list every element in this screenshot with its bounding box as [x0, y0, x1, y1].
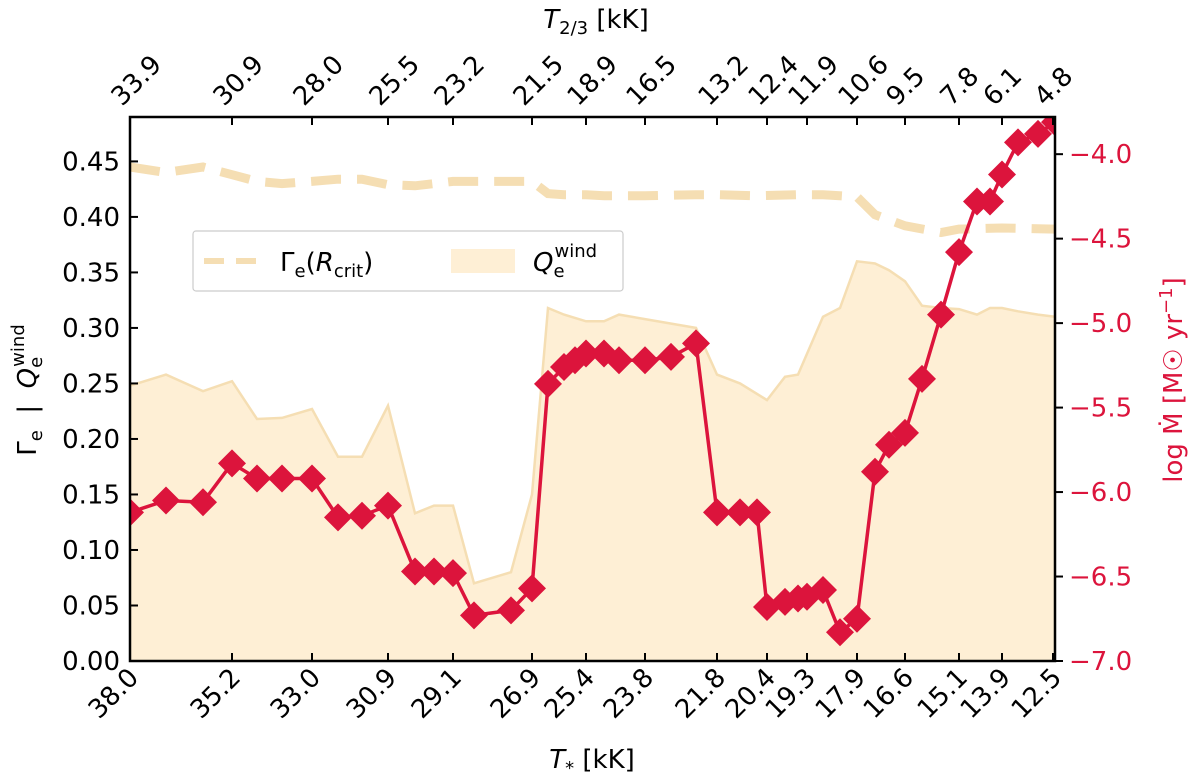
- bottom-axis-title: T* [kK]: [549, 745, 635, 779]
- left-tick-label: 0.10: [62, 536, 120, 566]
- mdot-diamond-marker: [743, 498, 771, 527]
- mdot-diamond-marker: [218, 449, 246, 478]
- bottom-tick-label: 23.8: [598, 663, 660, 725]
- mdot-diamond-marker: [348, 501, 376, 530]
- top-tick-label: 6.1: [978, 61, 1028, 111]
- mdot-diamond-marker: [518, 574, 546, 603]
- mdot-diamond-marker: [605, 346, 633, 375]
- mdot-diamond-marker: [534, 369, 562, 398]
- legend-label-qwind: Qewind: [533, 241, 597, 282]
- bottom-tick-label: 13.9: [955, 663, 1017, 725]
- mdot-diamond-marker: [891, 418, 919, 447]
- legend-label-gamma: Γe(Rcrit): [280, 248, 373, 282]
- qwind-fill: [130, 261, 1055, 661]
- mdot-diamond-marker: [298, 464, 326, 493]
- top-tick-label: 18.9: [562, 50, 624, 112]
- left-tick-label: 0.25: [62, 369, 120, 399]
- left-tick-label: 0.05: [62, 591, 120, 621]
- mdot-diamond-marker: [927, 300, 955, 329]
- top-tick-label: 25.5: [364, 50, 426, 112]
- mdot-diamond-marker: [631, 346, 659, 375]
- mdot-diamond-marker: [809, 576, 837, 605]
- bottom-tick-label: 12.5: [1006, 663, 1068, 725]
- mdot-diamond-marker: [152, 486, 180, 515]
- plot-frame: [128, 115, 1057, 663]
- left-tick-label: 0.00: [62, 647, 120, 677]
- legend: Γe(Rcrit) Qewind: [192, 230, 624, 292]
- mdot-diamond-marker: [1024, 119, 1052, 148]
- mdot-diamond-marker: [439, 559, 467, 588]
- mdot-diamond-marker: [861, 457, 889, 486]
- mass-loss-line: [130, 117, 1055, 647]
- mdot-diamond-marker: [1041, 117, 1055, 137]
- mdot-diamond-marker: [703, 498, 731, 527]
- right-tick-label: −5.0: [1069, 309, 1132, 339]
- top-tick-label: 21.5: [508, 50, 570, 112]
- left-tick-label: 0.35: [62, 258, 120, 288]
- mdot-diamond-marker: [420, 557, 448, 586]
- top-tick-label: 13.2: [693, 50, 755, 112]
- bottom-tick-label: 33.0: [265, 663, 327, 725]
- top-tick-label: 30.9: [208, 50, 270, 112]
- top-tick-label: 10.6: [833, 50, 895, 112]
- mdot-diamond-marker: [826, 618, 854, 647]
- mdot-diamond-marker: [324, 503, 352, 532]
- bottom-tick-label: 26.9: [485, 663, 547, 725]
- mdot-diamond-marker: [460, 601, 488, 630]
- gamma-rcrit-dashed-line: [129, 162, 1056, 238]
- legend-fill-swatch: [451, 249, 515, 273]
- top-tick-label: 33.9: [106, 50, 168, 112]
- right-y-axis: −4.0 −4.5 −5.0 −5.5 −6.0 −6.5 −7.0: [1055, 140, 1132, 677]
- right-tick-label: −6.5: [1069, 563, 1132, 593]
- mdot-diamond-marker: [1004, 128, 1032, 157]
- bottom-tick-label: 25.4: [539, 663, 601, 725]
- left-tick-label: 0.40: [62, 203, 120, 233]
- mdot-diamond-marker: [374, 491, 402, 520]
- left-tick-label: 0.30: [62, 314, 120, 344]
- top-axis-title: T2/3 [kK]: [543, 5, 649, 39]
- left-tick-label: 0.20: [62, 425, 120, 455]
- right-tick-label: −5.5: [1069, 394, 1132, 424]
- right-tick-label: −4.5: [1069, 225, 1132, 255]
- mdot-diamond-marker: [657, 342, 685, 371]
- mdot-diamond-marker: [726, 498, 754, 527]
- bottom-x-axis: 38.0 35.2 33.0 30.9 29.1 26.925.423.8 21.820.4…: [83, 653, 1068, 725]
- top-x-axis: 33.9 30.9 28.0 25.5 23.2 21.518.916.5 13.212.4…: [106, 50, 1079, 125]
- left-y-axis: 0.00 0.05 0.10 0.15 0.20 0.25 0.30 0.35 0.40 0.45: [62, 147, 138, 677]
- mdot-diamond-marker: [976, 187, 1004, 216]
- mdot-diamond-marker: [945, 238, 973, 267]
- mdot-diamond-marker: [682, 329, 710, 358]
- mdot-diamond-marker: [243, 464, 271, 493]
- right-axis-title: log Ṁ [M☉ yr−1]: [1156, 277, 1189, 483]
- mdot-diamond-marker: [268, 464, 296, 493]
- right-tick-label: −6.0: [1069, 478, 1132, 508]
- bottom-tick-label: 17.9: [810, 663, 872, 725]
- left-axis-title: Γe | Qewind: [8, 324, 47, 456]
- bottom-tick-label: 21.8: [670, 663, 732, 725]
- right-tick-label: −4.0: [1069, 140, 1132, 170]
- gamma-line: [129, 162, 1056, 238]
- bottom-tick-label: 29.1: [406, 663, 468, 725]
- right-tick-label: −7.0: [1069, 647, 1132, 677]
- top-tick-label: 23.2: [429, 50, 491, 112]
- mdot-diamond-marker: [497, 596, 525, 625]
- bottom-tick-label: 35.2: [185, 663, 247, 725]
- left-tick-label: 0.45: [62, 147, 120, 177]
- mdot-diamond-marker: [908, 364, 936, 393]
- mdot-diamond-marker: [843, 604, 871, 633]
- top-tick-label: 4.8: [1029, 61, 1079, 111]
- mdot-diamond-marker: [988, 160, 1016, 189]
- left-tick-label: 0.15: [62, 480, 120, 510]
- bottom-tick-label: 30.9: [341, 663, 403, 725]
- top-tick-label: 16.5: [621, 50, 683, 112]
- mdot-diamond-marker: [572, 339, 600, 368]
- mdot-diamond-marker: [189, 488, 217, 517]
- qwind-area: [129, 259, 1056, 661]
- mdot-diamond-marker: [130, 498, 144, 527]
- top-tick-label: 28.0: [288, 50, 350, 112]
- top-tick-label: 7.8: [935, 61, 985, 111]
- bottom-tick-label: 16.6: [858, 663, 920, 725]
- mdot-diamond-marker: [401, 557, 429, 586]
